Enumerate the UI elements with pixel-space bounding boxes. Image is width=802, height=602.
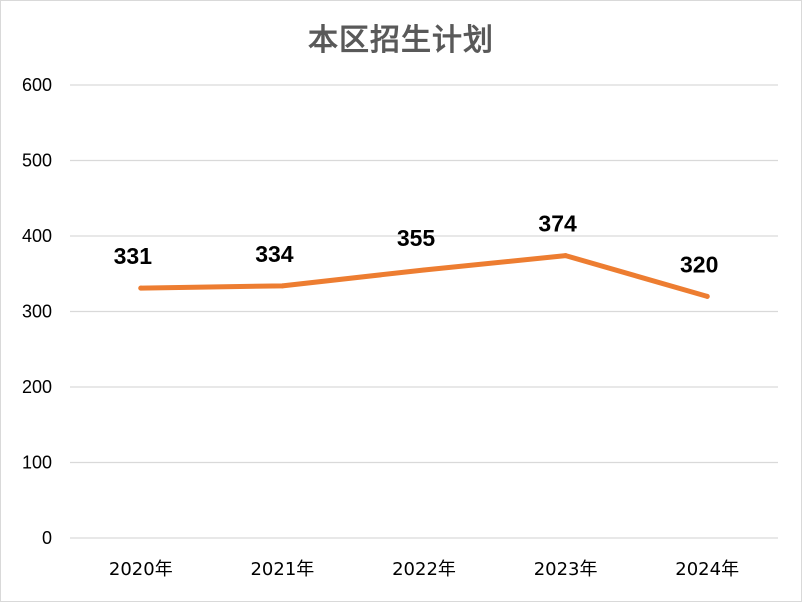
x-tick-label-3: 2023年 [534,559,598,580]
series-line-0 [138,253,710,299]
data-labels: 331 334 355 374 320 [114,211,719,278]
y-tick-label-200: 200 [22,377,52,397]
data-point-2 [421,267,427,273]
x-tick-label-0: 2020年 [109,559,173,580]
chart-title: 本区招生计划 [308,23,494,58]
y-tick-label-400: 400 [22,226,52,246]
x-tick-label-4: 2024年 [675,559,739,580]
data-label-1: 334 [255,241,294,267]
data-point-3 [563,253,569,259]
y-tick-label-500: 500 [22,151,52,171]
data-point-4 [704,293,710,299]
y-tick-label-0: 0 [42,528,52,548]
data-point-1 [279,283,285,289]
y-axis-tick-labels: 0 100 200 300 400 500 600 [22,75,52,548]
data-point-0 [138,285,144,291]
gridlines [70,84,778,539]
x-tick-label-2: 2022年 [392,559,456,580]
x-tick-label-1: 2021年 [250,559,314,580]
x-axis-tick-labels: 2020年 2021年 2022年 2023年 2024年 [109,559,739,580]
data-label-0: 331 [114,243,153,269]
y-tick-label-100: 100 [22,453,52,473]
data-label-3: 374 [538,211,577,237]
data-label-4: 320 [680,251,718,277]
data-label-2: 355 [397,225,436,251]
series-line [138,253,710,299]
y-tick-label-600: 600 [22,75,52,95]
y-tick-label-300: 300 [22,302,52,322]
